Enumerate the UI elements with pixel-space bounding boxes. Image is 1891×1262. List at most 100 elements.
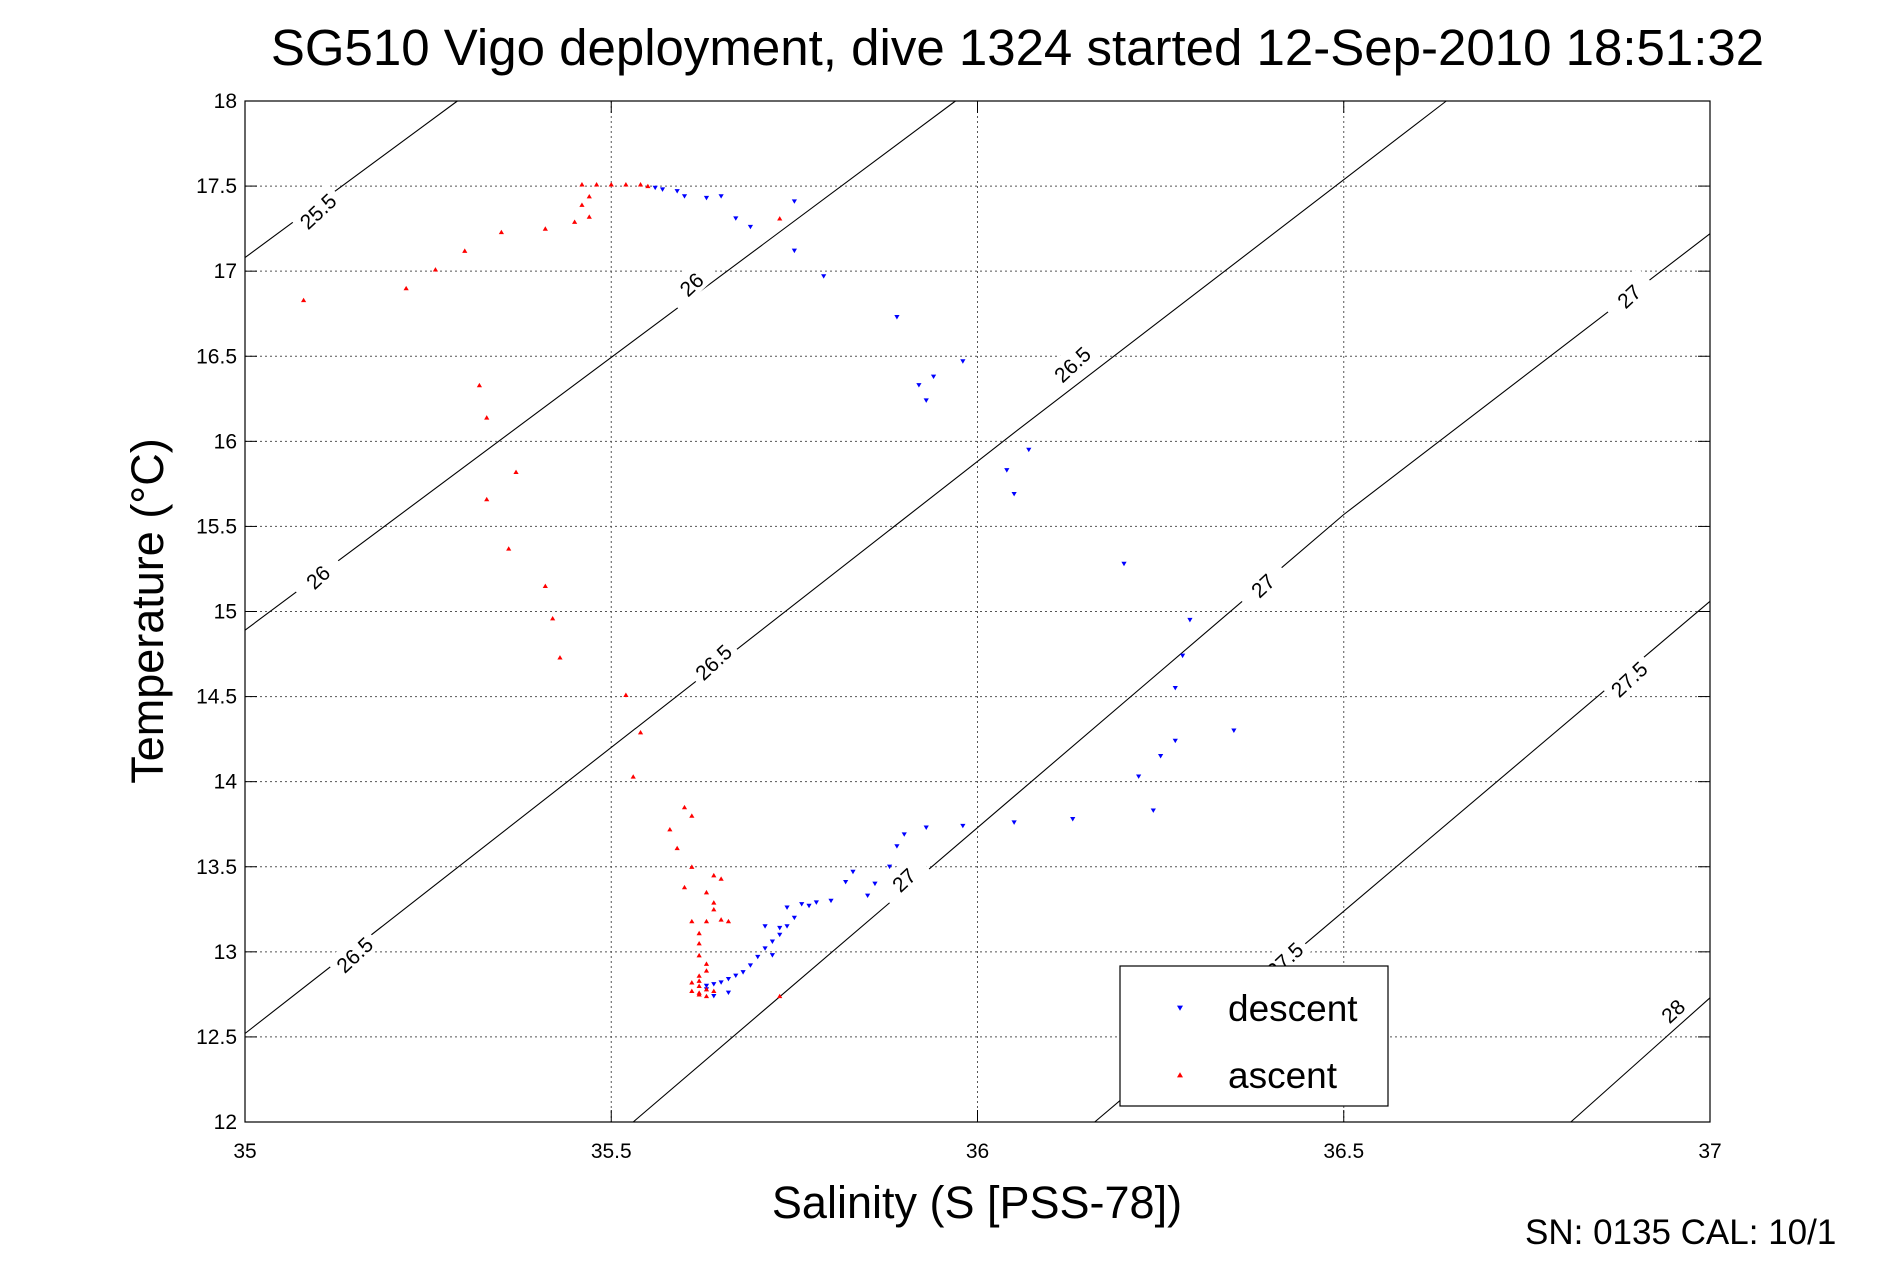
ascent-point-41 — [725, 918, 732, 924]
y-tick-label-2: 13 — [214, 941, 237, 964]
ascent-point-58 — [777, 993, 783, 999]
legend-descent-marker — [1177, 1005, 1183, 1011]
ascent-point-7 — [579, 202, 585, 207]
ascent-point-6 — [572, 219, 578, 224]
contour-label-3: 26.5 — [1043, 336, 1100, 391]
ascent-point-54 — [696, 992, 702, 997]
descent-point-39 — [828, 898, 834, 904]
ascent-point-44 — [696, 940, 702, 946]
descent-point-1 — [659, 187, 666, 192]
ascent-point-45 — [696, 952, 702, 958]
descent-point-25 — [1231, 728, 1237, 733]
descent-point-15 — [960, 359, 966, 364]
descent-point-9 — [791, 248, 797, 254]
y-tick-label-9: 16.5 — [196, 345, 237, 368]
descent-point-6 — [733, 216, 739, 221]
descent-point-3 — [681, 194, 688, 199]
ascent-point-23 — [550, 615, 556, 621]
descent-point-28 — [1070, 817, 1076, 822]
contour-label-bg-6 — [1233, 557, 1290, 612]
y-tick-label-0: 12 — [214, 1111, 237, 1134]
descent-point-27 — [1150, 808, 1156, 813]
grid-lines — [244, 100, 1711, 1123]
descent-point-53 — [718, 980, 724, 985]
ascent-point-13 — [623, 182, 629, 187]
ascent-point-50 — [689, 980, 695, 985]
ascent-point-15 — [645, 183, 651, 189]
descent-point-34 — [887, 864, 893, 870]
descent-point-2 — [674, 189, 680, 194]
ascent-point-16 — [777, 216, 783, 221]
contour-label-bg-3 — [1043, 336, 1100, 391]
x-tick-label-4: 37 — [1698, 1140, 1721, 1163]
contour-label-bg-2 — [289, 548, 345, 604]
legend-ascent-marker — [1177, 1072, 1183, 1078]
descent-point-47 — [762, 946, 768, 951]
x-tick-label-3: 36.5 — [1323, 1140, 1364, 1163]
descent-point-50 — [740, 970, 746, 975]
x-tick-label-0: 35 — [233, 1140, 256, 1163]
x-axis-ticks: 35 35.5 36 36.5 37 — [233, 101, 1722, 1163]
contour-label-6: 27 — [1233, 557, 1290, 612]
descent-point-5 — [718, 194, 724, 199]
contour-label-4: 26.5 — [684, 633, 741, 689]
ascent-point-1 — [403, 285, 409, 291]
descent-point-0 — [652, 185, 658, 191]
data-points — [301, 182, 1237, 999]
ascent-point-21 — [506, 546, 512, 551]
ascent-point-55 — [703, 993, 710, 999]
serial-calibration-footer: SN: 0135 CAL: 10/1 — [1525, 1213, 1836, 1252]
descent-point-8 — [791, 199, 797, 204]
ascent-point-8 — [586, 193, 592, 199]
ascent-point-27 — [630, 774, 636, 779]
ascent-point-11 — [594, 182, 600, 187]
ascent-point-10 — [579, 182, 585, 187]
x-tick-label-1: 35.5 — [591, 1140, 632, 1163]
ascent-point-5 — [542, 226, 548, 231]
descent-point-29 — [1011, 820, 1017, 825]
contour-label-bg-1 — [662, 256, 719, 311]
descent-point-7 — [747, 224, 754, 230]
y-tick-label-3: 13.5 — [196, 856, 237, 879]
ascent-point-25 — [623, 692, 629, 697]
ascent-point-9 — [586, 214, 592, 219]
ascent-point-17 — [476, 382, 482, 388]
ascent-point-34 — [718, 876, 724, 881]
descent-point-42 — [799, 902, 805, 907]
contour-label-2: 26 — [289, 548, 345, 604]
contour-label-7: 27 — [874, 851, 931, 907]
ascent-point-57 — [711, 988, 717, 994]
ascent-point-37 — [711, 900, 717, 905]
descent-point-37 — [850, 869, 856, 875]
ascent-point-48 — [696, 973, 702, 978]
contour-label-8: 27 — [1600, 267, 1656, 323]
contour-label-5: 26.5 — [325, 926, 382, 981]
descent-point-58 — [725, 990, 732, 996]
ascent-point-49 — [696, 978, 702, 983]
ascent-point-28 — [681, 804, 688, 810]
y-tick-label-1: 12.5 — [196, 1026, 237, 1049]
descent-point-12 — [916, 383, 922, 388]
descent-point-16 — [1004, 468, 1010, 473]
descent-point-57 — [711, 993, 717, 999]
ascent-point-2 — [432, 267, 439, 272]
descent-point-45 — [777, 925, 783, 931]
descent-point-14 — [923, 398, 929, 403]
descent-point-19 — [1121, 561, 1127, 567]
descent-point-43 — [791, 915, 797, 921]
ascent-point-14 — [637, 182, 644, 187]
descent-point-32 — [901, 832, 907, 837]
descent-point-35 — [872, 881, 878, 887]
ascent-point-20 — [484, 496, 490, 502]
ascent-point-35 — [681, 884, 688, 890]
ascent-point-4 — [498, 229, 504, 235]
descent-point-52 — [725, 976, 732, 982]
y-tick-label-8: 16 — [214, 430, 237, 453]
descent-point-44 — [784, 924, 790, 929]
ascent-point-52 — [703, 986, 710, 992]
x-axis-label: Salinity (S [PSS-78]) — [772, 1177, 1182, 1228]
descent-point-13 — [930, 374, 937, 380]
ascent-point-36 — [703, 889, 710, 895]
